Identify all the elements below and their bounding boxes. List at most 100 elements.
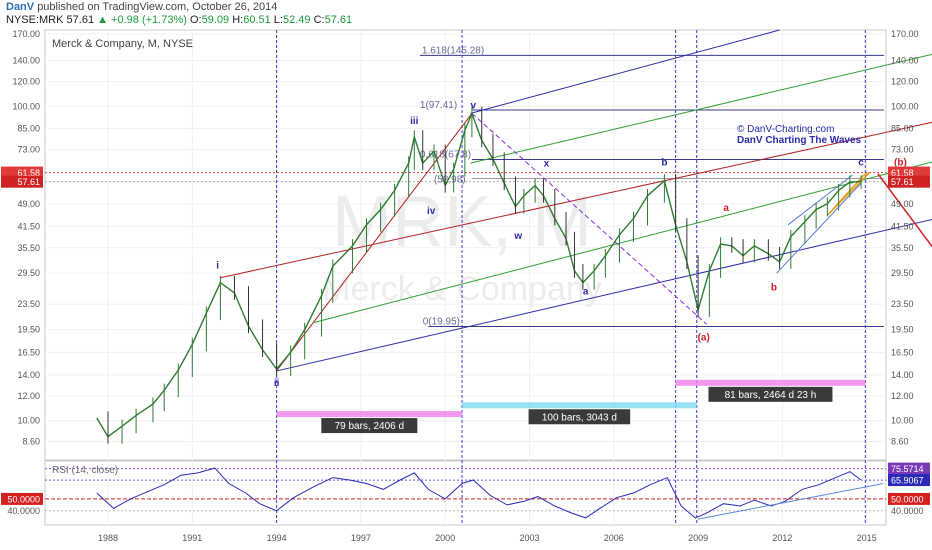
y-tick-label-right: 35.50 xyxy=(891,243,914,253)
x-tick-label: 2003 xyxy=(519,533,539,543)
open-label: O: xyxy=(189,14,202,26)
x-tick-label: 2006 xyxy=(604,533,624,543)
x-axis[interactable]: 1988 1991 1994 1997 2000 2003 2006 2009 2012 2015… xyxy=(98,533,932,543)
open-value: 59.09 xyxy=(201,14,230,26)
y-tick-label-right: 16.50 xyxy=(891,347,914,357)
y-tick-label-left: 170.00 xyxy=(12,29,40,39)
rsi-line xyxy=(96,467,862,519)
rsi-label: RSI (14, close) xyxy=(52,465,118,476)
y-tick-label-left: 100.00 xyxy=(12,101,40,111)
x-tick-label: 1994 xyxy=(267,533,287,543)
y-tick-label-left: 23.50 xyxy=(17,299,40,309)
last-price: 57.61 xyxy=(66,14,95,26)
wave-label: iii xyxy=(410,116,419,127)
rsi-tick-label: 65.9067 xyxy=(891,476,924,486)
parallel-line-green-1 xyxy=(313,161,932,324)
y-tick-label-left: 35.50 xyxy=(17,243,40,253)
y-tick-label-left: 19.50 xyxy=(17,325,40,335)
x-tick-label: 1988 xyxy=(98,533,118,543)
rsi-tag xyxy=(888,462,930,475)
y-tick-label-left: 14.00 xyxy=(17,370,40,380)
publish-line: DanV published on TradingView.com, Octob… xyxy=(6,1,277,13)
y-tick-label-right: 57.61 xyxy=(891,177,914,187)
wave-label: iv xyxy=(427,206,436,217)
y-tick-label-left: 85.00 xyxy=(17,124,40,134)
price-line xyxy=(96,111,862,438)
wave-label: ii xyxy=(274,378,280,389)
bar-count-range xyxy=(276,411,463,418)
tagline-text: DanV Charting The Waves xyxy=(737,135,862,146)
bar-count-box xyxy=(528,409,631,425)
wave-trend-dashed xyxy=(471,113,707,325)
wave-label: (b) xyxy=(894,158,907,169)
published-text: published on TradingView.com, October 26… xyxy=(37,1,278,13)
chart-title: Merck & Company, M, NYSE xyxy=(52,38,193,50)
y-axis-right[interactable]: 170.00 140.00 120.00 100.00 85.00 73.00 61.585… xyxy=(888,29,930,446)
wave-label: x xyxy=(544,158,550,169)
wave-label: b xyxy=(661,158,667,169)
grid xyxy=(45,30,886,525)
rsi-tag-left xyxy=(1,492,43,505)
wave-label: a xyxy=(723,203,729,214)
low-value: 52.49 xyxy=(282,14,311,26)
wave-label: i xyxy=(216,260,219,271)
bar-count-box xyxy=(321,418,418,434)
channel-lower-line xyxy=(276,219,932,372)
wave-label: (a) xyxy=(698,332,710,343)
y-tick-label-right: 19.50 xyxy=(891,325,914,335)
drawing-tools[interactable]: 1.618(145.28)1(97.41)0.618(67.8)(58.98)0… xyxy=(45,29,932,525)
x-tick-label: 2000 xyxy=(435,533,455,543)
price-tag-right xyxy=(888,166,930,179)
rsi-tick-label: 50.0000 xyxy=(891,494,924,504)
price-tag-right xyxy=(888,175,930,188)
bar-count-label: 100 bars, 3043 d xyxy=(542,412,617,423)
y-tick-label-right: 85.00 xyxy=(891,124,914,134)
triangle-pattern xyxy=(826,172,871,216)
rsi-tick-label: 40.0000 xyxy=(891,506,924,516)
change-value: ▲ +0.98 (+1.73%) xyxy=(97,14,187,26)
rsi-tag xyxy=(888,474,930,487)
price-series[interactable] xyxy=(96,106,862,444)
wave-label: b xyxy=(771,282,777,293)
wave-label: w xyxy=(513,231,522,242)
price-tag-left xyxy=(1,175,43,188)
x-tick-label: 1997 xyxy=(351,533,371,543)
y-tick-label-left: 8.60 xyxy=(22,436,40,446)
y-tick-label-right: 170.00 xyxy=(891,29,919,39)
y-tick-label-right: 41.50 xyxy=(891,221,914,231)
y-tick-label-right: 61.58 xyxy=(891,168,914,178)
y-tick-label-right: 100.00 xyxy=(891,101,919,111)
y-tick-label-left: 73.00 xyxy=(17,144,40,154)
y-tick-label-left: 29.50 xyxy=(17,268,40,278)
y-tick-label-left: 57.61 xyxy=(17,177,40,187)
y-tick-label-left: 140.00 xyxy=(12,55,40,65)
bar-count-label: 79 bars, 2406 d xyxy=(335,421,405,432)
y-tick-label-right: 12.00 xyxy=(891,391,914,401)
y-tick-label-right: 8.60 xyxy=(891,436,909,446)
y-tick-label-left: 49.00 xyxy=(17,199,40,209)
high-label: H: xyxy=(232,14,244,26)
y-tick-label-right: 120.00 xyxy=(891,77,919,87)
y-tick-label-right: 23.50 xyxy=(891,299,914,309)
rsi-tick-label-left: 40.0000 xyxy=(7,506,40,516)
parallel-line-green-2 xyxy=(470,53,932,164)
fib-level-label: 0(19.95) xyxy=(423,316,460,327)
up-arrow-icon: ▲ xyxy=(97,14,109,26)
symbol: NYSE:MRK xyxy=(6,14,64,26)
x-tick-label: 2009 xyxy=(688,533,708,543)
price-tag-left xyxy=(1,166,43,179)
y-tick-label-right: 73.00 xyxy=(891,144,914,154)
bar-count-label: 81 bars, 2464 d 23 h xyxy=(725,390,817,401)
y-tick-label-right: 49.00 xyxy=(891,199,914,209)
rsi-pane xyxy=(44,460,887,526)
low-label: L: xyxy=(273,14,283,26)
y-tick-label-left: 61.58 xyxy=(17,168,40,178)
author-name[interactable]: DanV xyxy=(6,1,35,13)
wave-label: v xyxy=(471,100,477,111)
x-tick-label: 2012 xyxy=(772,533,792,543)
fib-level-label: 1.618(145.28) xyxy=(422,45,484,56)
wave-connector-line xyxy=(276,113,473,372)
x-tick-label: 1991 xyxy=(182,533,202,543)
rsi-indicator[interactable]: 75.5714 65.9067 50.0000 50.0000 40.0000 40.00… xyxy=(1,462,930,520)
